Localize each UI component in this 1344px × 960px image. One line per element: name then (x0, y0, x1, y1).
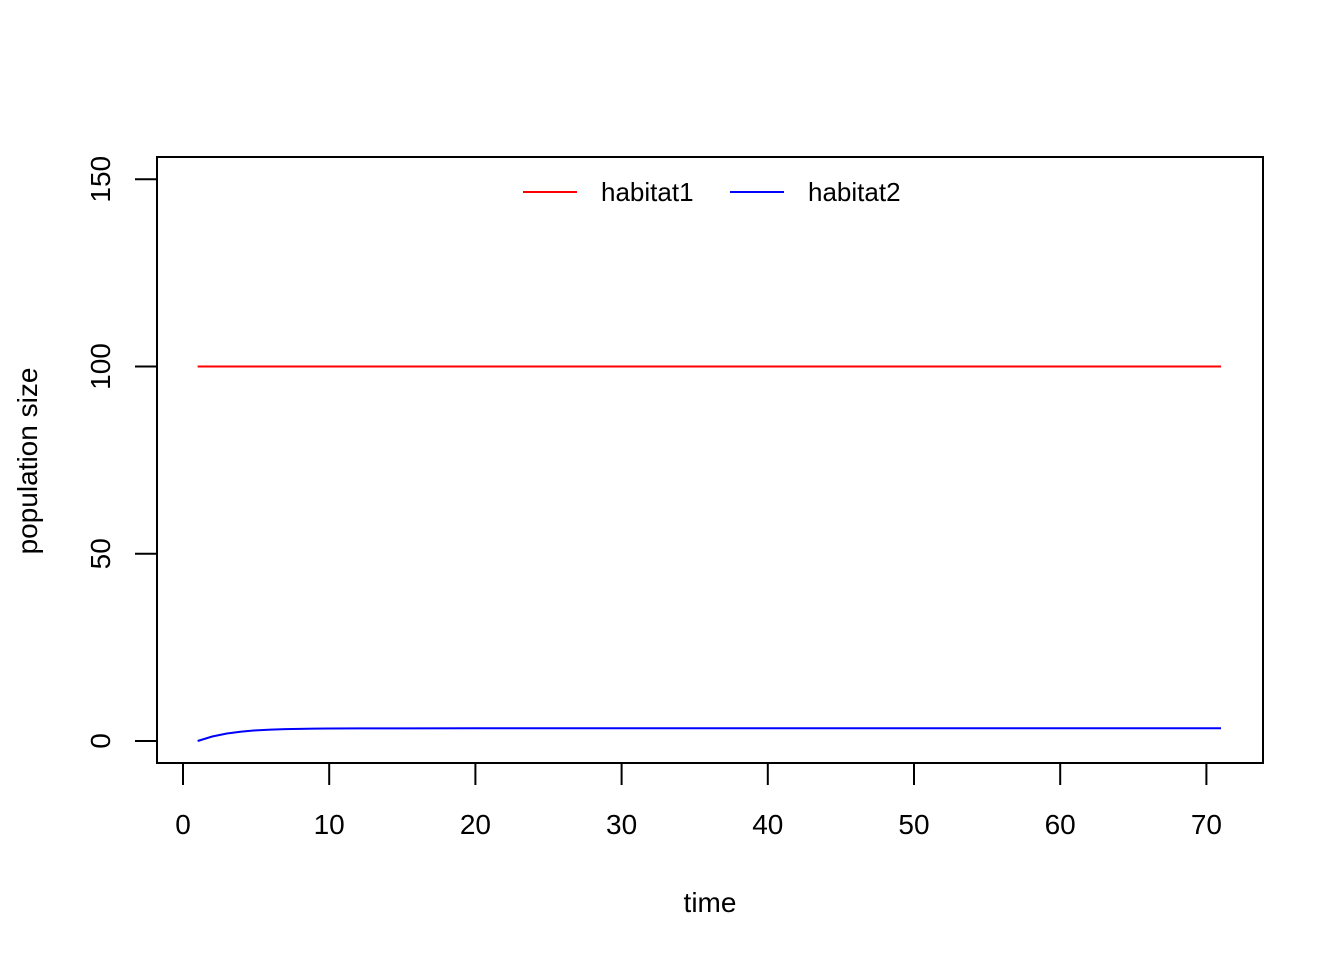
legend-label-habitat1: habitat1 (601, 177, 694, 207)
legend-label-habitat2: habitat2 (808, 177, 901, 207)
x-tick-label: 40 (752, 809, 783, 840)
y-axis: 0 50 100 150 (85, 156, 158, 749)
y-tick-label: 150 (85, 156, 116, 203)
x-axis-title: time (684, 887, 737, 918)
y-tick-label: 100 (85, 343, 116, 390)
y-tick-label: 0 (85, 733, 116, 749)
x-tick-label: 50 (898, 809, 929, 840)
plot-frame (156, 156, 1264, 764)
x-tick-label: 60 (1045, 809, 1076, 840)
x-tick-label: 20 (460, 809, 491, 840)
x-tick-label: 30 (606, 809, 637, 840)
series-layer (197, 365, 1222, 742)
x-axis: 0 10 20 30 40 50 60 70 (175, 762, 1222, 840)
series-line-habitat2 (197, 727, 1222, 742)
x-tick-label: 70 (1191, 809, 1222, 840)
y-tick-label: 50 (85, 538, 116, 569)
x-tick-label: 10 (314, 809, 345, 840)
x-tick-label: 0 (175, 809, 191, 840)
legend: habitat1 habitat2 (523, 177, 901, 207)
y-axis-title: population size (12, 368, 43, 555)
